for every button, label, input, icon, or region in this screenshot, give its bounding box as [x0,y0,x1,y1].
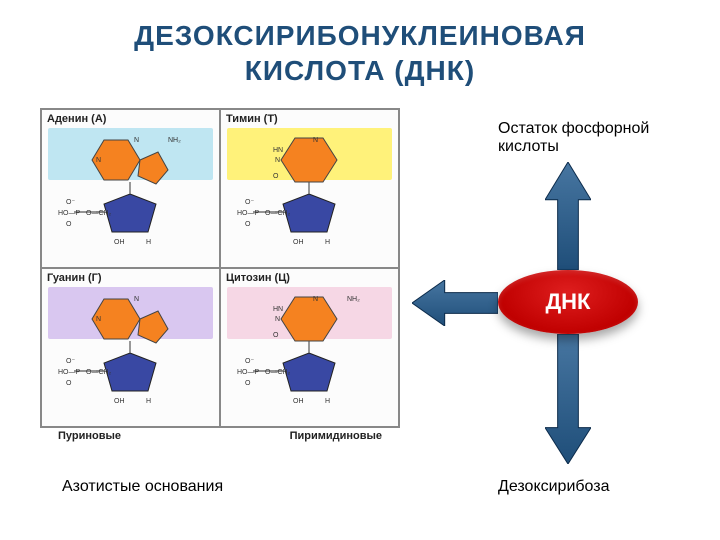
svg-text:H: H [146,398,151,405]
svg-text:HN: HN [273,306,283,313]
svg-text:O: O [66,221,72,228]
center-dnk-node: ДНК [498,270,638,334]
caption-deoxyribose: Дезоксирибоза [498,478,610,496]
svg-text:N: N [313,296,318,303]
panel-footer: Пуриновые Пиримидиновые [40,430,400,442]
svg-text:OH: OH [293,398,304,405]
molecule-icon: HO—P O⁻ O O—CH₂ OH H N N [56,291,206,411]
svg-text:O—CH₂: O—CH₂ [86,210,112,217]
nucleobase-cell: Тимин (Т)HO—PO⁻OO—CH₂OHHNNHNO [220,109,399,268]
center-dnk-label: ДНК [546,289,591,315]
svg-text:O—CH₂: O—CH₂ [86,369,112,376]
page-title: ДЕЗОКСИРИБОНУКЛЕИНОВАЯ КИСЛОТА (ДНК) [0,0,720,88]
nucleobase-cell: Гуанин (Г) HO—P O⁻ O O—CH₂ OH H N N [41,268,220,427]
svg-text:NH₂: NH₂ [347,296,360,303]
svg-text:N: N [96,316,101,323]
svg-text:H: H [325,398,330,405]
svg-text:HN: HN [273,147,283,154]
svg-text:OH: OH [114,398,125,405]
svg-text:O⁻: O⁻ [66,358,75,365]
nucleobase-panel: Аденин (А)HO—PO⁻OO—CH₂OHHNNNH₂Тимин (Т)H… [40,108,400,428]
svg-text:H: H [325,239,330,246]
caption-nitrogenous-bases: Азотистые основания [62,478,223,496]
svg-text:N: N [313,137,318,144]
nucleobase-cell: Аденин (А) HO—P O⁻ O O—CH₂ OH H N N NH₂ [41,109,220,268]
footer-purine: Пуриновые [58,430,121,442]
svg-text:O: O [273,332,279,339]
svg-text:O⁻: O⁻ [245,358,254,365]
arrow-up [545,162,591,270]
nucleobase-cell: Цитозин (Ц)HO—PO⁻OO—CH₂OHHNNNH₂HNO [220,268,399,427]
cell-label: Гуанин (Г) [47,272,102,284]
svg-text:HO—P: HO—P [237,210,260,217]
svg-text:NH₂: NH₂ [168,137,181,144]
arrow-down [545,334,591,464]
svg-text:N: N [134,137,139,144]
molecule-icon: HO—PO⁻OO—CH₂OHHNNNH₂HNO [235,291,385,411]
arrow-left [412,280,498,326]
svg-text:N: N [275,157,280,164]
caption-phosphate: Остаток фосфорной кислоты [498,120,698,157]
svg-text:OH: OH [114,239,125,246]
svg-text:H: H [146,239,151,246]
svg-text:O: O [66,380,72,387]
cell-label: Цитозин (Ц) [226,272,290,284]
molecule-icon: HO—P O⁻ O O—CH₂ OH H N N NH₂ [56,132,206,252]
cell-label: Аденин (А) [47,113,106,125]
svg-text:O—CH₂: O—CH₂ [265,369,291,376]
svg-text:O—CH₂: O—CH₂ [265,210,291,217]
svg-text:O: O [245,221,251,228]
molecule-icon: HO—PO⁻OO—CH₂OHHNNHNO [235,132,385,252]
cell-label: Тимин (Т) [226,113,278,125]
svg-text:N: N [96,157,101,164]
svg-text:HO—P: HO—P [58,369,81,376]
footer-pyrimidine: Пиримидиновые [290,430,382,442]
title-line2: КИСЛОТА (ДНК) [245,55,475,86]
svg-text:O: O [273,173,279,180]
title-line1: ДЕЗОКСИРИБОНУКЛЕИНОВАЯ [134,20,586,51]
svg-text:O: O [245,380,251,387]
svg-text:HO—P: HO—P [58,210,81,217]
svg-text:HO—P: HO—P [237,369,260,376]
svg-text:N: N [275,316,280,323]
svg-text:O⁻: O⁻ [245,199,254,206]
svg-text:O⁻: O⁻ [66,199,75,206]
svg-text:OH: OH [293,239,304,246]
svg-text:N: N [134,296,139,303]
